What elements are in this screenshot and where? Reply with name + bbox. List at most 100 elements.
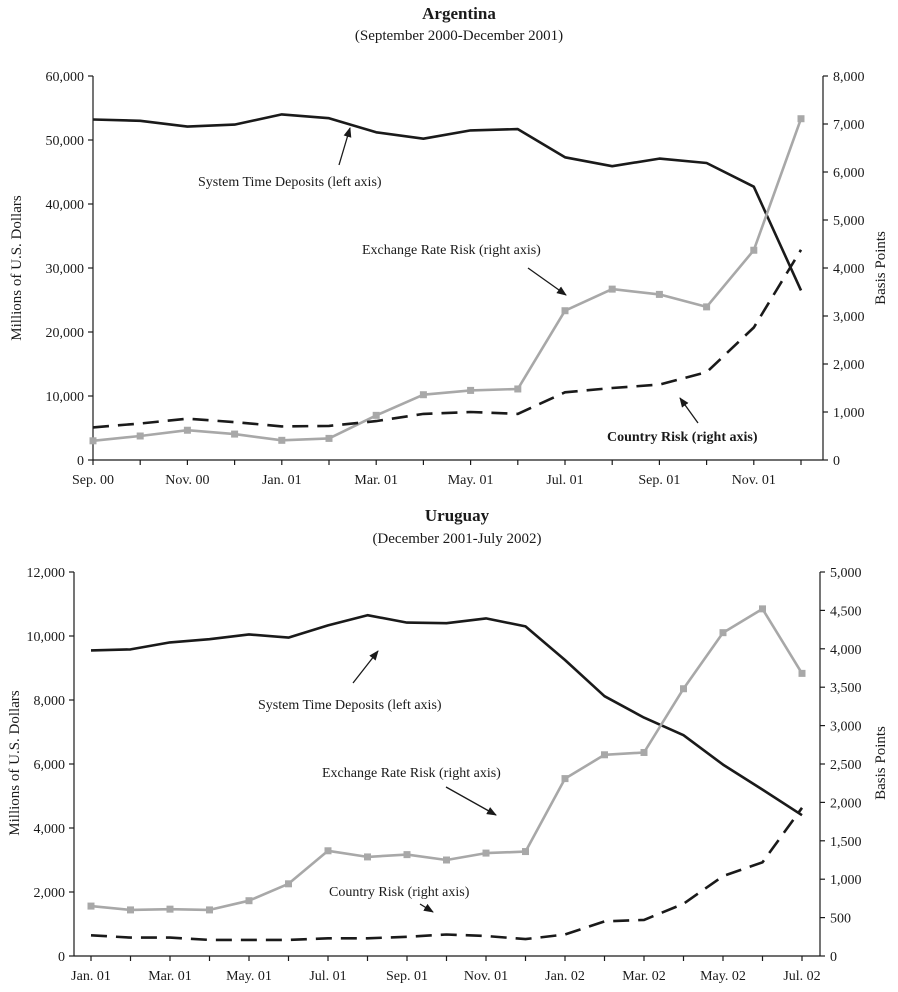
x-tick-label: Jul. 01 (309, 969, 346, 984)
series-point-exchange-risk (514, 385, 522, 393)
y-tick-label-left: 2,000 (34, 886, 66, 901)
chart-panel-uruguay: Uruguay (December 2001-July 2002) Millio… (7, 506, 889, 984)
series-point-exchange-risk (127, 906, 134, 914)
annotation-exchange: Exchange Rate Risk (right axis) (362, 243, 541, 258)
y-tick-label-right: 5,000 (833, 214, 865, 229)
series-point-exchange-risk (231, 430, 239, 438)
series-line-country-risk (92, 249, 803, 429)
series-point-exchange-risk (89, 437, 97, 445)
x-tick-label: Mar. 02 (622, 969, 666, 984)
series-point-exchange-risk (608, 285, 616, 293)
series-point-exchange-risk (703, 303, 711, 311)
annotation-exchange: Exchange Rate Risk (right axis) (322, 766, 501, 781)
series-line-exchange-risk (90, 607, 804, 912)
series-point-exchange-risk (680, 685, 687, 693)
y-tick-label-right: 3,000 (830, 720, 862, 735)
chart-title: Uruguay (425, 506, 490, 525)
series-point-exchange-risk (166, 905, 174, 913)
series-point-exchange-risk (655, 290, 663, 298)
axes: 0 10,000 20,000 30,000 40,000 50,000 60,000 0 1,… (46, 70, 865, 488)
y-tick-label-right: 1,000 (833, 406, 865, 421)
y-axis-label-left: Millions of U.S. Dollars (7, 690, 23, 836)
x-tick-label: Jul. 01 (546, 473, 583, 488)
series-point-exchange-risk (759, 605, 766, 613)
series-point-exchange-risk (561, 775, 569, 783)
x-tick-label: May. 01 (448, 473, 494, 488)
series-line-deposits (90, 613, 803, 817)
series-point-exchange-risk (640, 748, 648, 756)
annotation-arrow (419, 903, 434, 913)
annotation-arrow (445, 786, 497, 816)
series-point-exchange-risk (403, 851, 411, 859)
x-tick-label: Nov. 01 (732, 473, 776, 488)
chart-panel-argentina: Argentina (September 2000-December 2001)… (9, 4, 889, 488)
annotation-country: Country Risk (right axis) (329, 885, 470, 900)
x-tick-label: May. 02 (700, 969, 746, 984)
y-tick-label-right: 1,500 (830, 835, 862, 850)
y-tick-label-right: 1,000 (830, 873, 862, 888)
x-tick-label: Sep. 01 (638, 473, 680, 488)
series-point-exchange-risk (183, 426, 191, 434)
y-tick-label-right: 4,500 (830, 604, 862, 619)
y-axis-label-left: Millions of U.S. Dollars (9, 195, 25, 341)
y-axis-label-right: Basis Points (873, 231, 889, 305)
series-line-deposits (92, 113, 803, 291)
y-tick-label-left: 50,000 (46, 134, 85, 149)
series-point-exchange-risk (245, 897, 253, 905)
series-point-exchange-risk (467, 386, 475, 394)
y-tick-label-left: 8,000 (34, 694, 66, 709)
y-tick-label-right: 2,000 (833, 358, 865, 373)
series-point-exchange-risk (285, 880, 292, 888)
x-tick-label: May. 01 (226, 969, 272, 984)
y-tick-label-right: 0 (833, 454, 840, 469)
y-tick-label-left: 20,000 (46, 326, 85, 341)
y-tick-label-left: 10,000 (27, 630, 66, 645)
y-tick-label-right: 500 (830, 912, 851, 927)
annotation-deposits: System Time Deposits (left axis) (198, 175, 382, 190)
y-axis-label-right: Basis Points (873, 726, 889, 800)
y-tick-label-left: 4,000 (34, 822, 66, 837)
chart-title: Argentina (422, 4, 496, 23)
annotation-arrow (527, 267, 567, 296)
series-point-exchange-risk (798, 669, 806, 677)
y-tick-label-left: 0 (58, 950, 65, 965)
y-tick-label-right: 2,000 (830, 796, 862, 811)
x-tick-label: Sep. 01 (386, 969, 428, 984)
x-tick-label: Nov. 00 (165, 473, 209, 488)
series-point-exchange-risk (278, 436, 286, 444)
annotation-arrow (352, 650, 379, 684)
x-tick-label: Mar. 01 (354, 473, 398, 488)
series-layer (89, 113, 805, 445)
chart-subtitle: (September 2000-December 2001) (355, 28, 563, 44)
y-tick-label-left: 30,000 (46, 262, 85, 277)
series-layer (87, 605, 806, 942)
y-tick-label-left: 12,000 (27, 566, 66, 581)
series-line-country-risk (90, 807, 804, 942)
series-point-exchange-risk (325, 434, 333, 442)
y-tick-label-left: 60,000 (46, 70, 85, 85)
series-point-exchange-risk (750, 246, 758, 254)
series-point-exchange-risk (443, 856, 450, 864)
y-tick-label-right: 8,000 (833, 70, 865, 85)
series-point-exchange-risk (206, 906, 213, 914)
annotation-deposits: System Time Deposits (left axis) (258, 698, 442, 713)
y-tick-label-right: 5,000 (830, 566, 862, 581)
x-tick-label: Nov. 01 (464, 969, 508, 984)
series-point-exchange-risk (719, 629, 727, 637)
series-point-exchange-risk (561, 307, 569, 315)
x-tick-label: Jul. 02 (783, 969, 820, 984)
series-point-exchange-risk (87, 902, 95, 910)
x-tick-label: Mar. 01 (148, 969, 192, 984)
chart-subtitle: (December 2001-July 2002) (372, 531, 541, 547)
x-tick-label: Jan. 01 (262, 473, 302, 488)
y-tick-label-right: 3,000 (833, 310, 865, 325)
series-line-exchange-risk (92, 118, 803, 443)
series-point-exchange-risk (136, 432, 144, 440)
y-tick-label-right: 7,000 (833, 118, 865, 133)
series-point-exchange-risk (372, 411, 380, 419)
annotation-arrow (338, 127, 352, 166)
x-tick-label: Sep. 00 (72, 473, 114, 488)
y-tick-label-right: 2,500 (830, 758, 862, 773)
annotation-arrow (679, 397, 699, 424)
